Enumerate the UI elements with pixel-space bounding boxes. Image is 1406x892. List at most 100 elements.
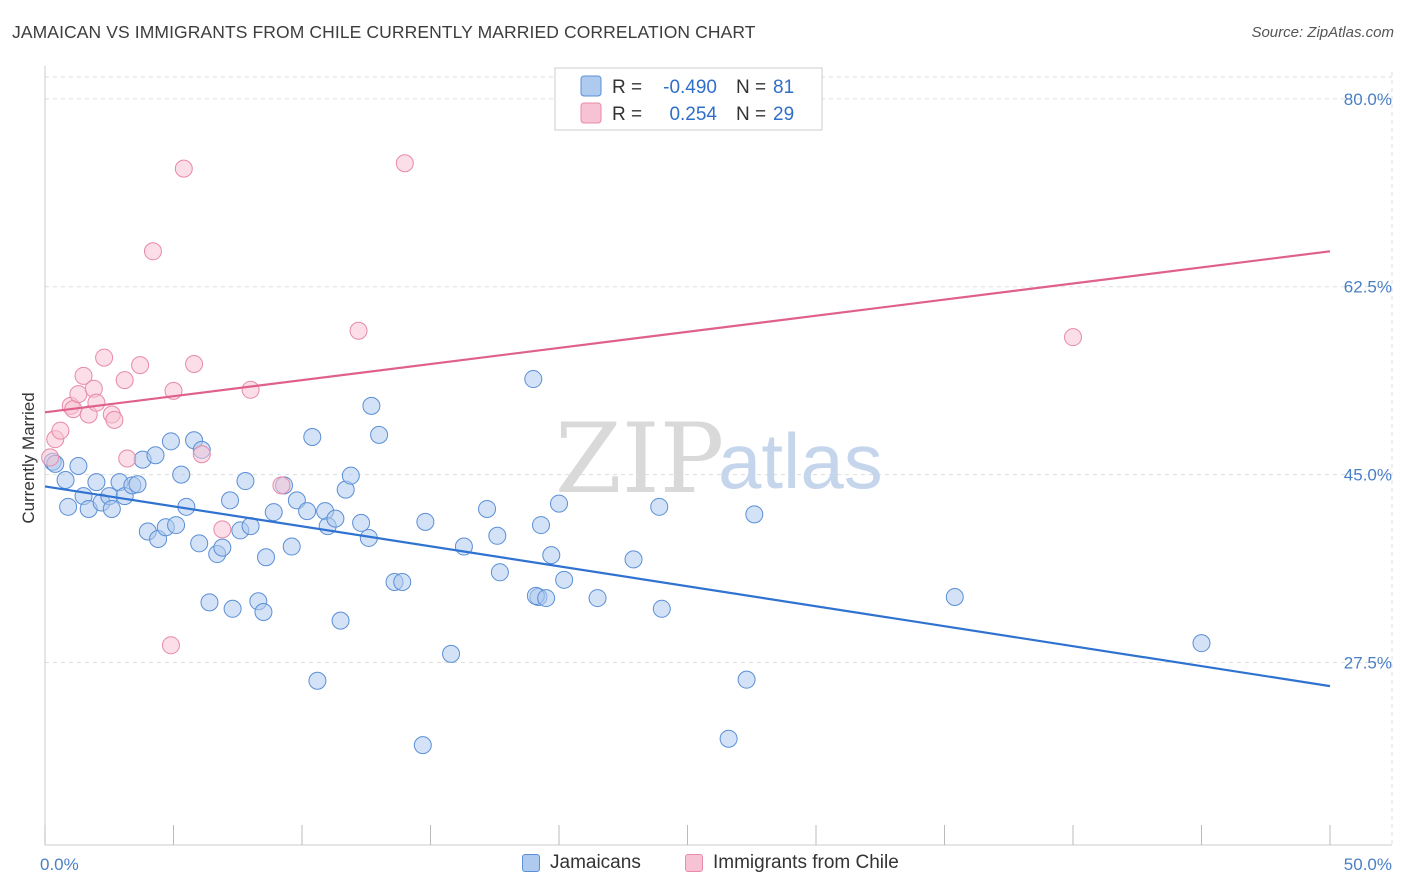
point-chile-22 xyxy=(213,520,232,539)
point-chile-0 xyxy=(41,448,60,467)
point-jamaicans-33 xyxy=(236,472,255,491)
point-chile-5 xyxy=(69,385,88,404)
point-chile-9 xyxy=(87,393,106,412)
point-jamaicans-79 xyxy=(945,587,964,606)
point-jamaicans-61 xyxy=(478,499,497,518)
y-tick-label-0: 80.0% xyxy=(1344,90,1392,109)
point-jamaicans-58 xyxy=(416,512,435,531)
legend-label-immigrants-from-chile: Immigrants from Chile xyxy=(713,852,899,873)
trend-lines xyxy=(44,250,1331,688)
point-jamaicans-4 xyxy=(69,457,88,476)
legend-n-label-2: N = xyxy=(736,104,766,125)
point-jamaicans-21 xyxy=(167,516,186,535)
point-jamaicans-44 xyxy=(308,671,327,690)
legend-item-immigrants-from-chile: Immigrants from Chile xyxy=(685,852,899,874)
watermark-zip: ZIP xyxy=(555,403,724,515)
point-chile-2 xyxy=(51,421,70,440)
y-tick-labels: 80.0% 62.5% 45.0% 27.5% xyxy=(1344,90,1392,673)
y-tick-label-1: 62.5% xyxy=(1344,278,1392,297)
point-jamaicans-69 xyxy=(542,546,561,565)
y-axis-label: Currently Married xyxy=(19,392,38,523)
point-jamaicans-40 xyxy=(282,537,301,556)
point-jamaicans-62 xyxy=(488,526,507,545)
legend-n-value-1: 81 xyxy=(773,77,794,98)
point-jamaicans-80 xyxy=(1192,634,1211,653)
point-jamaicans-36 xyxy=(254,603,273,622)
point-jamaicans-59 xyxy=(442,644,461,663)
point-jamaicans-75 xyxy=(652,599,671,618)
point-jamaicans-72 xyxy=(588,589,607,608)
point-jamaicans-54 xyxy=(370,425,389,444)
point-jamaicans-37 xyxy=(257,548,276,567)
point-jamaicans-25 xyxy=(190,534,209,553)
point-chile-6 xyxy=(74,366,93,385)
point-jamaicans-76 xyxy=(719,729,738,748)
point-jamaicans-17 xyxy=(146,446,165,465)
point-chile-17 xyxy=(161,636,180,655)
point-jamaicans-38 xyxy=(264,503,283,522)
point-jamaicans-22 xyxy=(172,465,191,484)
point-jamaicans-71 xyxy=(555,570,574,589)
point-jamaicans-42 xyxy=(298,502,317,521)
point-chile-23 xyxy=(241,380,260,399)
point-jamaicans-77 xyxy=(737,670,756,689)
point-jamaicans-74 xyxy=(650,497,669,516)
trend-line-chile xyxy=(44,250,1331,414)
point-jamaicans-63 xyxy=(490,563,509,582)
point-jamaicans-3 xyxy=(59,497,78,516)
point-jamaicans-31 xyxy=(223,599,242,618)
point-jamaicans-30 xyxy=(221,491,240,510)
point-jamaicans-7 xyxy=(87,473,106,492)
point-chile-14 xyxy=(118,449,137,468)
legend-swatch-immigrants-from-chile xyxy=(685,854,703,872)
legend-r-value-1: -0.490 xyxy=(663,77,717,98)
point-chile-24 xyxy=(272,476,291,495)
point-jamaicans-50 xyxy=(341,466,360,485)
legend-item-jamaicans: Jamaicans xyxy=(522,852,641,874)
series-immigrants-from-chile xyxy=(41,154,1082,655)
y-tick-label-2: 45.0% xyxy=(1344,466,1392,485)
point-chile-19 xyxy=(174,159,193,178)
point-jamaicans-67 xyxy=(532,516,551,535)
point-jamaicans-57 xyxy=(413,736,432,755)
legend-n-label-1: N = xyxy=(736,77,766,98)
trend-line-jamaicans xyxy=(44,485,1331,688)
point-chile-15 xyxy=(131,356,150,375)
series-legend: Jamaicans Immigrants from Chile xyxy=(0,852,1406,878)
legend-n-value-2: 29 xyxy=(773,104,794,125)
point-jamaicans-29 xyxy=(213,538,232,557)
point-chile-25 xyxy=(349,321,368,340)
legend-swatch-jamaicans xyxy=(522,854,540,872)
x-tick-labels: 0.0% 50.0% xyxy=(40,855,1392,874)
x-tick-label-1: 50.0% xyxy=(1344,855,1392,874)
point-chile-26 xyxy=(395,154,414,173)
point-jamaicans-14 xyxy=(128,475,147,494)
point-jamaicans-64 xyxy=(524,370,543,389)
y-tick-label-3: 27.5% xyxy=(1344,653,1392,672)
point-jamaicans-43 xyxy=(303,428,322,447)
watermark: ZIP atlas xyxy=(555,403,883,515)
point-jamaicans-48 xyxy=(331,611,350,630)
point-jamaicans-56 xyxy=(393,572,412,591)
point-jamaicans-20 xyxy=(161,432,180,451)
stats-legend: R = -0.490 N = 81 R = 0.254 N = 29 xyxy=(554,67,823,131)
watermark-atlas: atlas xyxy=(718,417,883,505)
point-jamaicans-53 xyxy=(362,396,381,415)
legend-r-label-1: R = xyxy=(612,77,642,98)
point-chile-20 xyxy=(185,355,204,374)
legend-r-label-2: R = xyxy=(612,104,642,125)
chart-title: JAMAICAN VS IMMIGRANTS FROM CHILE CURREN… xyxy=(12,22,756,42)
point-jamaicans-10 xyxy=(102,499,121,518)
point-chile-12 xyxy=(105,410,124,429)
point-chile-21 xyxy=(192,445,211,464)
x-tick-label-0: 0.0% xyxy=(40,855,79,874)
legend-swatch-pink xyxy=(580,102,602,124)
series-jamaicans xyxy=(43,370,1211,755)
legend-r-value-2: 0.254 xyxy=(669,104,717,125)
point-jamaicans-51 xyxy=(352,513,371,532)
point-jamaicans-73 xyxy=(624,550,643,569)
point-jamaicans-70 xyxy=(550,494,568,513)
legend-label-jamaicans: Jamaicans xyxy=(550,852,641,873)
source-label: Source: ZipAtlas.com xyxy=(1251,24,1394,41)
point-chile-13 xyxy=(115,371,134,390)
